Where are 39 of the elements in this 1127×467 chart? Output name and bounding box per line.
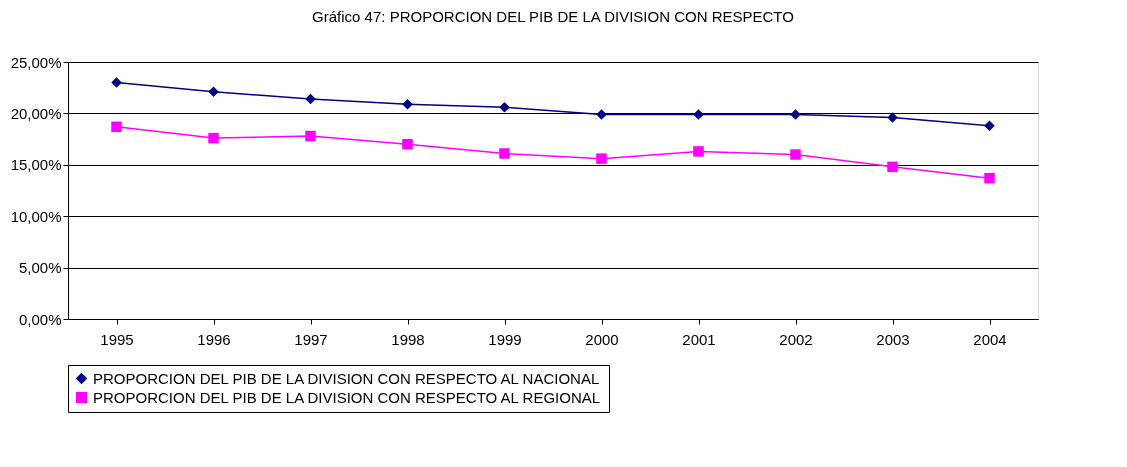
point xyxy=(208,132,219,144)
point xyxy=(693,146,704,157)
point xyxy=(499,148,510,159)
point xyxy=(305,93,316,105)
point xyxy=(693,109,704,120)
y-tick-label: 20,00% xyxy=(10,104,62,122)
point xyxy=(790,109,801,120)
point xyxy=(111,121,122,133)
x-tick-label: 1996 xyxy=(197,330,231,348)
point xyxy=(402,98,413,110)
y-tick-label: 5,00% xyxy=(18,259,62,277)
x-tick-label: 2002 xyxy=(779,330,813,348)
x-tick-label: 2004 xyxy=(973,330,1007,348)
point xyxy=(208,86,219,98)
point xyxy=(790,149,801,160)
x-tick-label: 2003 xyxy=(876,330,910,348)
point xyxy=(887,161,898,173)
x-tick-label: 2000 xyxy=(585,330,619,348)
x-tick-label: 1997 xyxy=(294,330,328,348)
point xyxy=(499,101,510,113)
y-tick-label: 10,00% xyxy=(10,207,62,225)
point xyxy=(111,77,122,88)
point xyxy=(596,109,607,120)
point xyxy=(596,153,607,164)
y-tick-label: 15,00% xyxy=(10,156,62,174)
y-tick-label: 25,00% xyxy=(10,53,62,71)
chart-title: Gráfico 47: PROPORCION DEL PIB DE LA DIVISION CON RESPECTO xyxy=(312,8,794,25)
x-tick-label: 1995 xyxy=(100,330,134,348)
point xyxy=(984,172,995,184)
point xyxy=(887,112,898,123)
legend-label: PROPORCION DEL PIB DE LA DIVISION CON RESPECTO AL REGIONAL xyxy=(93,388,601,406)
legend-label: PROPORCION DEL PIB DE LA DIVISION CON RESPECTO AL NACIONAL xyxy=(93,369,600,387)
y-tick-label: 0,00% xyxy=(18,310,62,328)
x-tick-label: 1999 xyxy=(488,330,522,348)
x-tick-label: 1998 xyxy=(391,330,425,348)
point xyxy=(305,130,316,142)
x-tick-label: 2001 xyxy=(682,330,716,348)
point xyxy=(402,139,413,150)
point xyxy=(984,120,995,131)
